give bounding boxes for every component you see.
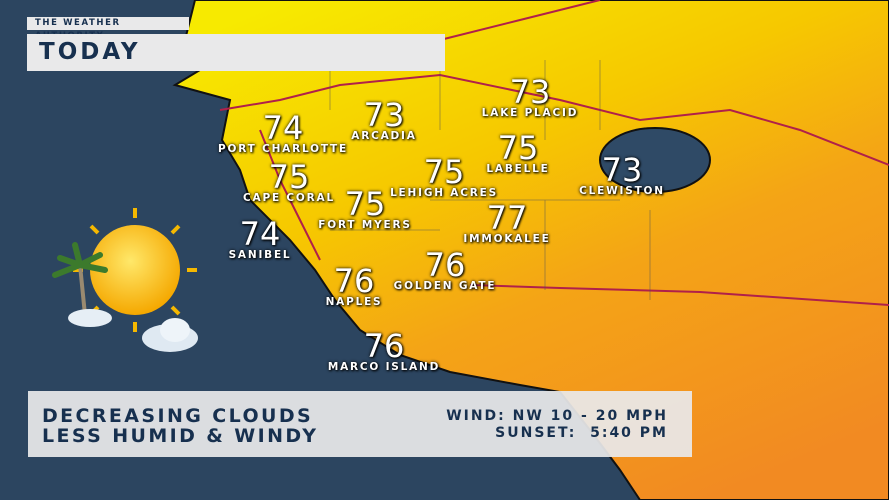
roads: [219, 0, 889, 306]
city-marco-island: 76 MARCO ISLAND: [327, 327, 441, 373]
temperature: 75: [268, 158, 310, 196]
city-clewiston: 73 CLEWISTON: [579, 151, 665, 197]
city-name: MARCO ISLAND: [327, 361, 441, 373]
city-name: LAKE PLACID: [481, 107, 579, 119]
city-name: LABELLE: [486, 163, 550, 175]
city-lehigh-acres: 75 LEHIGH ACRES: [390, 153, 498, 199]
city-port-charlotte: 74 PORT CHARLOTTE: [218, 109, 348, 155]
city-name: GOLDEN GATE: [393, 280, 497, 292]
temperature: 73: [509, 73, 551, 111]
temperature: 73: [601, 151, 643, 189]
temperature: 75: [423, 153, 465, 191]
sunset-text: SUNSET: 5:40 PM: [495, 425, 668, 441]
city-lake-placid: 73 LAKE PLACID: [481, 73, 579, 119]
brand-label: THE WEATHER AUTHORITY: [27, 17, 189, 41]
city-immokalee: 77 IMMOKALEE: [463, 199, 551, 245]
city-naples: 76 NAPLES: [325, 262, 383, 308]
city-name: CLEWISTON: [579, 185, 665, 197]
city-name: ARCADIA: [351, 130, 417, 142]
temperature: 75: [497, 129, 539, 167]
temperature: 77: [486, 199, 528, 237]
city-cape-coral: 75 CAPE CORAL: [243, 158, 335, 204]
city-sanibel: 74 SANIBEL: [228, 215, 292, 261]
city-name: IMMOKALEE: [463, 233, 551, 245]
summary-line-2: LESS HUMID & WINDY: [42, 425, 319, 447]
temperature: 76: [333, 262, 375, 300]
county-lines: [329, 40, 651, 300]
city-name: NAPLES: [325, 296, 383, 308]
summary-line-1: DECREASING CLOUDS: [42, 405, 314, 427]
lake-okeechobee: [599, 127, 711, 193]
city-arcadia: 73 ARCADIA: [351, 96, 417, 142]
city-name: FORT MYERS: [318, 219, 412, 231]
weather-icon: [52, 208, 198, 352]
city-labelle: 75 LABELLE: [486, 129, 550, 175]
city-name: CAPE CORAL: [243, 192, 335, 204]
temperature: 74: [239, 215, 281, 253]
city-name: LEHIGH ACRES: [390, 187, 498, 199]
temperature: 75: [344, 185, 386, 223]
city-name: PORT CHARLOTTE: [218, 143, 348, 155]
temperature: 76: [363, 327, 405, 365]
temperature: 76: [424, 246, 466, 284]
forecast-summary: DECREASING CLOUDS LESS HUMID & WINDY: [42, 406, 318, 446]
page-title: TODAY: [27, 34, 445, 71]
temperature: 73: [363, 96, 405, 134]
forecast-details: WIND: NW 10 - 20 MPH SUNSET: 5:40 PM: [446, 408, 668, 442]
city-golden-gate: 76 GOLDEN GATE: [393, 246, 497, 292]
city-name: SANIBEL: [228, 249, 292, 261]
land-area: [172, 0, 889, 500]
city-fort-myers: 75 FORT MYERS: [318, 185, 412, 231]
wind-text: WIND: NW 10 - 20 MPH: [446, 408, 668, 424]
temperature: 74: [262, 109, 304, 147]
summary-panel: DECREASING CLOUDS LESS HUMID & WINDY WIN…: [28, 391, 692, 457]
